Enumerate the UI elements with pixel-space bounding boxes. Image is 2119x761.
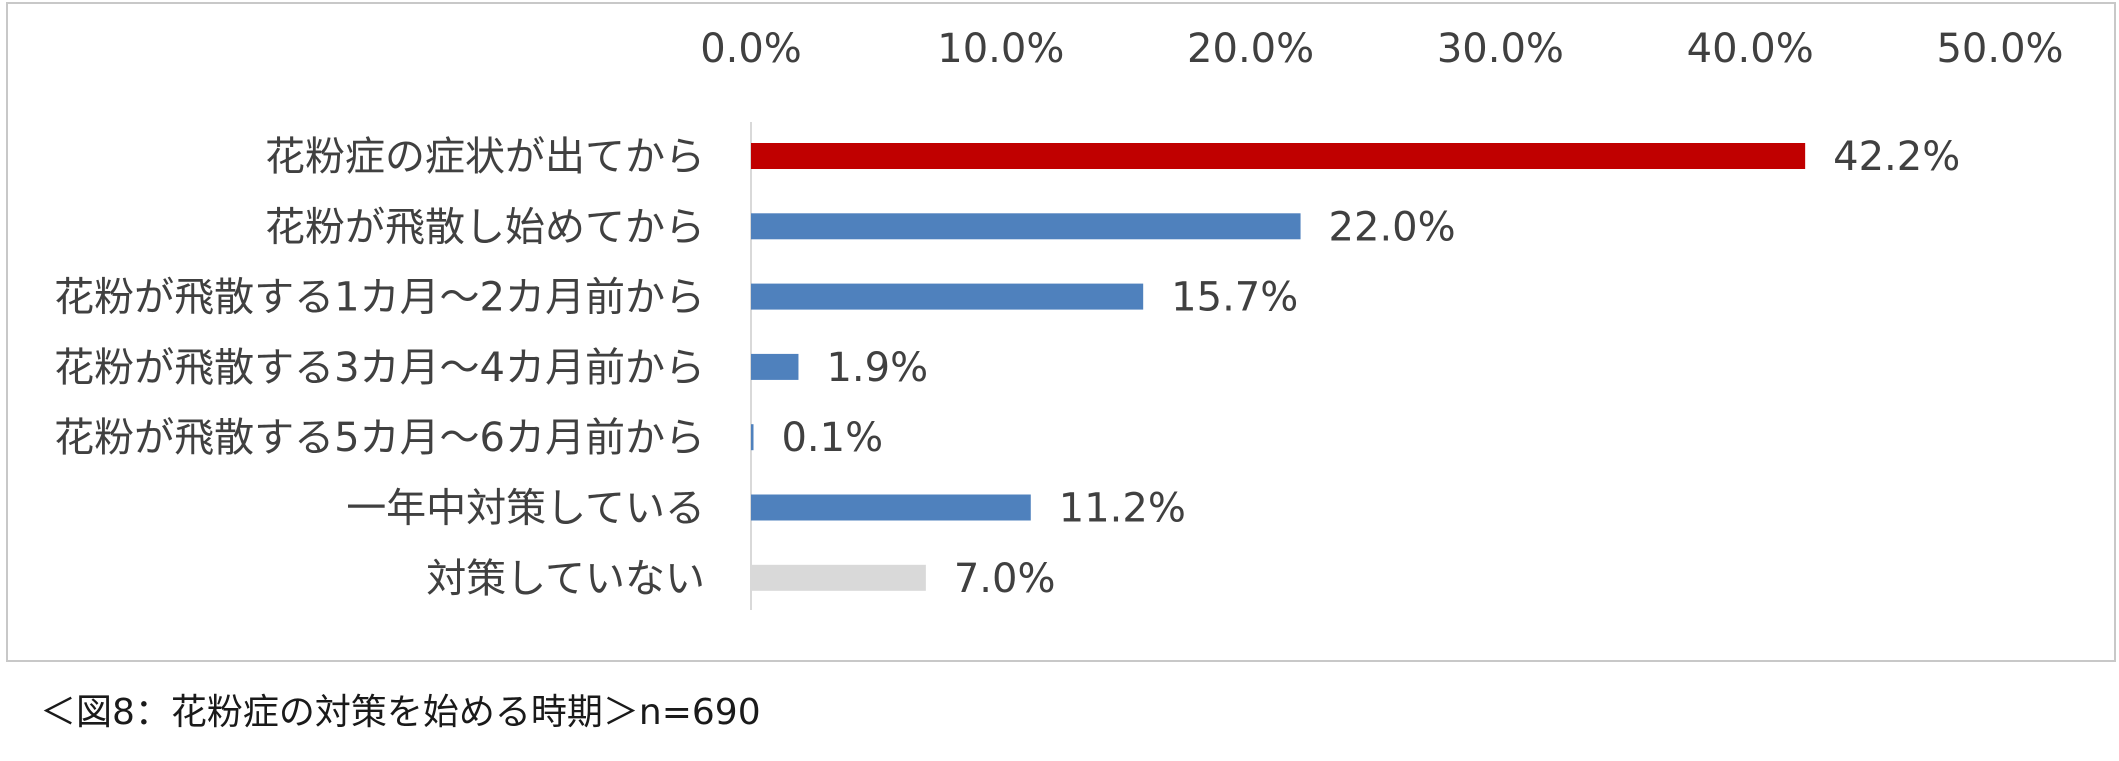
bar <box>751 213 1301 240</box>
bar <box>751 494 1031 521</box>
category-label: 対策していない <box>426 556 705 602</box>
bar-chart: 0.0% 10.0% 20.0% 30.0% 40.0% 50.0% 花粉症の症状が出てから… <box>54 26 2064 610</box>
category-label: 花粉が飛散する5カ月～6カ月前から <box>54 415 705 461</box>
x-tick-label: 0.0% <box>700 26 802 72</box>
x-tick-label: 50.0% <box>1936 26 2063 72</box>
category-label: 一年中対策している <box>346 486 705 532</box>
x-tick-label: 20.0% <box>1187 26 1314 72</box>
bar <box>751 353 799 380</box>
bar <box>751 143 1806 169</box>
bar-value-label: 7.0% <box>954 556 1056 602</box>
bar <box>751 424 754 451</box>
category-label: 花粉が飛散する1カ月～2カ月前から <box>54 275 705 321</box>
bar-value-label: 42.2% <box>1833 134 1960 180</box>
category-label: 花粉が飛散し始めてから <box>265 204 705 250</box>
bar-value-label: 0.1% <box>781 415 883 461</box>
category-label: 花粉が飛散する3カ月～4カ月前から <box>54 345 705 391</box>
bar-value-label: 22.0% <box>1329 204 1456 250</box>
bar-value-label: 11.2% <box>1059 486 1186 532</box>
category-label: 花粉症の症状が出てから <box>265 134 705 180</box>
bar-value-label: 15.7% <box>1171 275 1298 321</box>
bar <box>751 564 926 591</box>
bar <box>751 283 1144 310</box>
x-tick-label: 40.0% <box>1687 26 1814 72</box>
bar-value-label: 1.9% <box>826 345 928 391</box>
x-tick-label: 30.0% <box>1437 26 1564 72</box>
figure-caption: ＜図8：花粉症の対策を始める時期＞n=690 <box>40 692 761 733</box>
chart-frame <box>6 2 2116 662</box>
x-tick-label: 10.0% <box>937 26 1064 72</box>
